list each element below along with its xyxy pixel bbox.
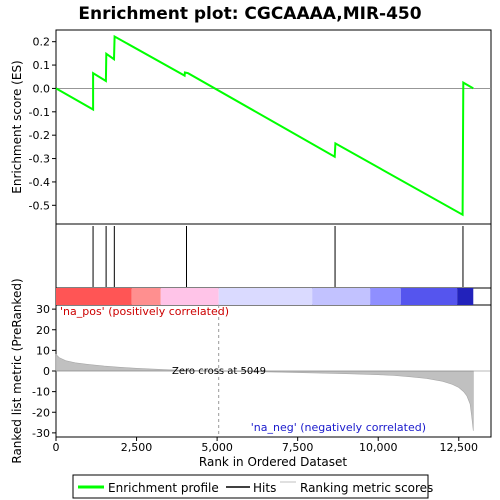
legend-label-hits: Hits (253, 481, 276, 495)
hits-panel-frame (55, 223, 492, 289)
metric-axis-label: Ranked list metric (PreRanked) (10, 278, 24, 463)
chart-title: Enrichment plot: CGCAAAA,MIR-450 (78, 4, 421, 24)
es-tick-label: -0.2 (29, 129, 50, 142)
x-tick-label: 5,000 (201, 441, 233, 454)
metric-tick-label: -10 (32, 386, 50, 399)
metric-panel: -30 -20 -10 0 10 20 30 (32, 303, 491, 440)
es-tick-label: -0.3 (29, 153, 50, 166)
es-axis-label: Enrichment score (ES) (10, 60, 24, 193)
hits-panel (92, 226, 464, 287)
x-tick-label: 2,500 (121, 441, 153, 454)
legend: Enrichment profile Hits Ranking metric s… (72, 474, 433, 499)
heatbar-segment (160, 288, 219, 305)
enrichment-profile-line (55, 34, 474, 217)
metric-tick-label: 0 (43, 365, 50, 378)
heatbar-segment (370, 288, 401, 305)
es-tick-label: 0.1 (33, 59, 51, 72)
metric-tick-label: -20 (32, 406, 50, 419)
metric-tick-label: 30 (36, 303, 50, 316)
es-tick-label: -0.4 (29, 176, 50, 189)
zero-cross-label: Zero cross at 5049 (172, 366, 266, 377)
heatbar (56, 288, 474, 305)
x-tick-label: 0 (53, 441, 60, 454)
metric-tick-label: 20 (36, 324, 50, 337)
pos-correlated-label: 'na_pos' (positively correlated) (60, 305, 229, 318)
es-tick-label: -0.1 (29, 106, 50, 119)
es-panel: -0.5 -0.4 -0.3 -0.2 -0.1 0.0 0.1 0.2 (29, 34, 491, 217)
x-tick-label: 7,500 (282, 441, 314, 454)
es-tick-label: 0.2 (33, 36, 51, 49)
heatbar-segment (131, 288, 161, 305)
heatbar-segment (218, 288, 313, 305)
ranking-metric-area (55, 353, 474, 431)
es-tick-label: 0.0 (33, 82, 51, 95)
legend-label-enrichment: Enrichment profile (108, 481, 219, 495)
metric-tick-label: 10 (36, 344, 50, 357)
es-tick-label: -0.5 (29, 199, 50, 212)
legend-label-metric: Ranking metric scores (300, 481, 433, 495)
heatbar-segment (400, 288, 458, 305)
heatbar-segment (312, 288, 371, 305)
heatbar-segment (457, 288, 474, 305)
x-tick-label: 12,500 (440, 441, 479, 454)
legend-box (72, 474, 429, 499)
heatbar-segment (56, 288, 132, 305)
x-axis-label: Rank in Ordered Dataset (199, 455, 347, 469)
metric-tick-label: -30 (32, 427, 50, 440)
neg-correlated-label: 'na_neg' (negatively correlated) (251, 421, 426, 434)
x-axis: 0 2,500 5,000 7,500 10,000 12,500 (53, 437, 479, 454)
x-tick-label: 10,000 (359, 441, 398, 454)
